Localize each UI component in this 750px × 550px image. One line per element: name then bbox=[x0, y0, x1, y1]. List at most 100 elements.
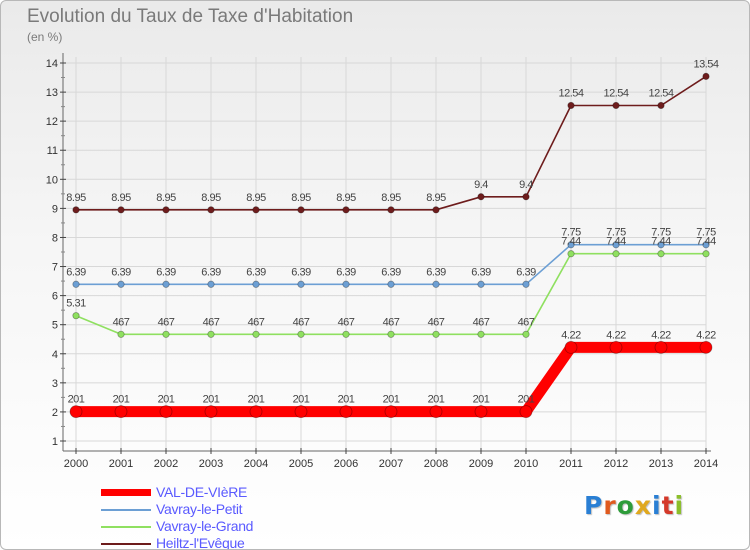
y-tick-label: 4 bbox=[52, 349, 58, 361]
series-heiltz-l-ev-que: 8.95 8.95 8.95 8.95 8.95 8.95 8.95 8.95 8.95 9.4 9… bbox=[66, 58, 719, 214]
data-point bbox=[384, 405, 398, 419]
data-point bbox=[522, 280, 530, 288]
data-label: 12.54 bbox=[603, 87, 628, 99]
data-label: 467 bbox=[383, 316, 400, 328]
y-tick-label: 1 bbox=[52, 436, 58, 448]
data-label: 6.39 bbox=[426, 266, 446, 278]
data-point bbox=[72, 280, 80, 288]
chart-title: Evolution du Taux de Taxe d'Habitation bbox=[27, 6, 354, 27]
logo-letter: r bbox=[603, 491, 617, 520]
y-tick-label: 12 bbox=[46, 116, 58, 128]
data-point bbox=[117, 206, 125, 214]
logo-letter: i bbox=[674, 491, 685, 520]
data-label: 6.39 bbox=[516, 266, 536, 278]
logo-letter: x bbox=[634, 491, 652, 520]
data-label: 201 bbox=[293, 394, 310, 406]
grid bbox=[64, 57, 707, 449]
data-point bbox=[162, 206, 170, 214]
legend-swatch bbox=[101, 543, 151, 545]
legend-label: Vavray-le-Petit bbox=[156, 501, 243, 517]
data-point bbox=[249, 405, 263, 419]
x-tick-label: 2006 bbox=[334, 458, 358, 470]
data-label: 467 bbox=[338, 316, 355, 328]
data-label: 201 bbox=[203, 394, 220, 406]
x-tick-label: 2013 bbox=[649, 458, 673, 470]
y-tick-label: 5 bbox=[52, 320, 58, 332]
data-label: 467 bbox=[518, 316, 535, 328]
data-label: 7.75 bbox=[561, 227, 581, 239]
x-tick-label: 2010 bbox=[514, 458, 538, 470]
data-label: 7.75 bbox=[651, 227, 671, 239]
data-label: 5.31 bbox=[66, 298, 86, 310]
data-point bbox=[294, 405, 308, 419]
data-point bbox=[297, 280, 305, 288]
data-point bbox=[387, 206, 395, 214]
logo-letter: P bbox=[584, 491, 604, 520]
data-label: 201 bbox=[428, 394, 445, 406]
data-label: 8.95 bbox=[336, 192, 356, 204]
data-point bbox=[657, 250, 665, 258]
data-point bbox=[477, 193, 485, 201]
data-point bbox=[702, 72, 710, 80]
y-tick-label: 11 bbox=[47, 145, 58, 157]
data-label: 12.54 bbox=[648, 87, 673, 99]
data-label: 467 bbox=[158, 316, 175, 328]
data-point bbox=[612, 241, 620, 249]
data-label: 201 bbox=[518, 394, 535, 406]
data-point bbox=[72, 312, 80, 320]
y-tick-label: 14 bbox=[46, 58, 58, 70]
logo-letter: o bbox=[616, 491, 635, 520]
data-label: 8.95 bbox=[156, 192, 176, 204]
data-point bbox=[564, 340, 578, 354]
data-point bbox=[699, 340, 713, 354]
data-label: 467 bbox=[248, 316, 265, 328]
data-label: 7.44 bbox=[696, 236, 716, 248]
data-label: 4.22 bbox=[651, 329, 671, 341]
data-point bbox=[69, 405, 83, 419]
data-label: 8.95 bbox=[111, 192, 131, 204]
data-label: 8.95 bbox=[66, 192, 86, 204]
data-point bbox=[207, 280, 215, 288]
data-point bbox=[207, 330, 215, 338]
x-tick-label: 2012 bbox=[604, 458, 628, 470]
data-point bbox=[657, 241, 665, 249]
data-label: 8.95 bbox=[381, 192, 401, 204]
data-point bbox=[387, 330, 395, 338]
data-point bbox=[162, 330, 170, 338]
series-layer: 8.95 8.95 8.95 8.95 8.95 8.95 8.95 8.95 8.95 9.4 9… bbox=[66, 58, 719, 419]
y-tick-label: 7 bbox=[52, 262, 58, 274]
data-point bbox=[159, 405, 173, 419]
data-label: 201 bbox=[473, 394, 490, 406]
data-label: 8.95 bbox=[246, 192, 266, 204]
data-point bbox=[702, 250, 710, 258]
x-tick-label: 2003 bbox=[199, 458, 223, 470]
proxiti-logo: Proxiti bbox=[584, 491, 684, 520]
data-point bbox=[567, 101, 575, 110]
series-val-de-vi-re: 201 201 201 201 201 201 201 201 201 201 201 4.22 4.2… bbox=[68, 329, 717, 419]
data-label: 6.39 bbox=[291, 266, 311, 278]
data-label: 6.39 bbox=[471, 266, 491, 278]
x-tick-label: 2005 bbox=[289, 458, 313, 470]
data-point bbox=[432, 330, 440, 338]
series-vavray-le-petit: 6.39 6.39 6.39 6.39 6.39 6.39 6.39 6.39 6.39 6.39… bbox=[66, 227, 717, 288]
x-tick-label: 2004 bbox=[244, 458, 268, 470]
data-label: 8.95 bbox=[201, 192, 221, 204]
unit-label: (en %) bbox=[27, 30, 63, 44]
data-point bbox=[252, 280, 260, 288]
data-label: 201 bbox=[68, 394, 85, 406]
data-label: 8.95 bbox=[291, 192, 311, 204]
data-point bbox=[654, 340, 668, 354]
data-label: 9.4 bbox=[474, 179, 488, 191]
data-point bbox=[114, 405, 128, 419]
legend-swatch bbox=[101, 509, 151, 511]
data-label: 6.39 bbox=[156, 266, 176, 278]
data-label: 6.39 bbox=[111, 266, 131, 278]
legend-swatch bbox=[101, 489, 151, 496]
x-tick-label: 2009 bbox=[469, 458, 493, 470]
data-point bbox=[432, 280, 440, 288]
y-tick-label: 9 bbox=[52, 203, 58, 215]
legend-label: Heiltz-l'Evêque bbox=[156, 535, 245, 550]
